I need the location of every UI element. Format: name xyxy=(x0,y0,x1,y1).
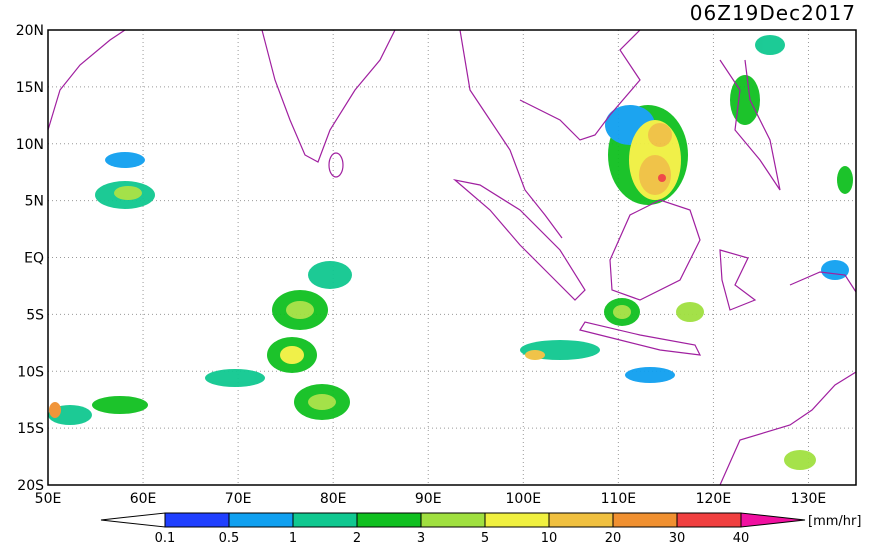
rain-blob xyxy=(308,394,336,410)
lon-label: 130E xyxy=(791,491,827,507)
coastline xyxy=(719,59,781,191)
lon-label: 120E xyxy=(696,491,732,507)
rain-blob xyxy=(49,402,61,418)
lon-label: 110E xyxy=(601,491,637,507)
coastline xyxy=(579,321,702,356)
colorbar-box xyxy=(612,512,678,528)
colorbar-label: 5 xyxy=(481,531,489,544)
map-frame xyxy=(47,29,857,486)
colorbar-box xyxy=(356,512,422,528)
coastline xyxy=(459,29,563,239)
rain-blob xyxy=(613,305,631,319)
lon-label: 90E xyxy=(415,491,442,507)
rain-blob xyxy=(837,166,853,194)
lon-label: 100E xyxy=(506,491,542,507)
rain-blob xyxy=(286,301,314,319)
rain-blob xyxy=(280,346,304,364)
lat-label: 15N xyxy=(16,80,44,96)
rain-blob xyxy=(625,367,675,383)
colorbar-box xyxy=(420,512,486,528)
colorbar-over xyxy=(740,512,806,528)
lat-label: 20S xyxy=(17,478,44,494)
lat-label: 10S xyxy=(17,364,44,380)
colorbar-box xyxy=(484,512,550,528)
colorbar-label: 2 xyxy=(353,531,361,544)
lat-label: 20N xyxy=(16,23,44,39)
colorbar-label: 3 xyxy=(417,531,425,544)
colorbar-box xyxy=(676,512,742,528)
colorbar-under xyxy=(100,512,166,528)
rain-blob xyxy=(92,396,148,414)
colorbar: 0.1 0.5 1 2 3 5 10 20 30 40 [mm/hr] xyxy=(100,512,861,546)
lon-label: 80E xyxy=(320,491,347,507)
coastline xyxy=(789,271,857,293)
colorbar-box xyxy=(548,512,614,528)
lon-label: 70E xyxy=(225,491,252,507)
colorbar-label: 40 xyxy=(733,531,750,544)
rain-blob xyxy=(821,260,849,280)
rain-blob xyxy=(784,450,816,470)
rain-blob xyxy=(105,152,145,168)
colorbar-box xyxy=(164,512,230,528)
coastline xyxy=(452,178,586,301)
rain-blob xyxy=(755,35,785,55)
colorbar-box xyxy=(292,512,358,528)
coastline xyxy=(261,29,396,163)
lat-label: 15S xyxy=(17,421,44,437)
coastline xyxy=(519,29,641,141)
colorbar-label: 0.1 xyxy=(155,531,176,544)
rain-blob xyxy=(648,123,672,147)
coastlines xyxy=(47,29,857,486)
colorbar-label: 20 xyxy=(605,531,622,544)
colorbar-unit: [mm/hr] xyxy=(808,514,861,529)
lat-label: 5S xyxy=(26,307,44,323)
rain-blob xyxy=(525,350,545,360)
rain-blob xyxy=(205,369,265,387)
rain-blob xyxy=(658,174,666,182)
rain-blob xyxy=(114,186,142,200)
colorbar-label: 1 xyxy=(289,531,297,544)
colorbar-label: 10 xyxy=(541,531,558,544)
lat-label: 5N xyxy=(25,194,44,210)
lon-label: 60E xyxy=(130,491,157,507)
coastline xyxy=(719,249,757,311)
coastline xyxy=(47,29,126,131)
rain-blob xyxy=(676,302,704,322)
coastline xyxy=(719,371,857,486)
rain-areas xyxy=(48,35,853,470)
lon-label: 50E xyxy=(35,491,62,507)
lat-label: EQ xyxy=(24,251,44,267)
rain-blob xyxy=(308,261,352,289)
colorbar-box xyxy=(228,512,294,528)
map-title: 06Z19Dec2017 xyxy=(690,1,856,25)
graticule xyxy=(48,30,856,485)
colorbar-label: 30 xyxy=(669,531,686,544)
coastline xyxy=(609,199,701,301)
coastline xyxy=(328,152,344,178)
rain-blob xyxy=(639,155,671,195)
colorbar-label: 0.5 xyxy=(219,531,240,544)
lat-label: 10N xyxy=(16,137,44,153)
